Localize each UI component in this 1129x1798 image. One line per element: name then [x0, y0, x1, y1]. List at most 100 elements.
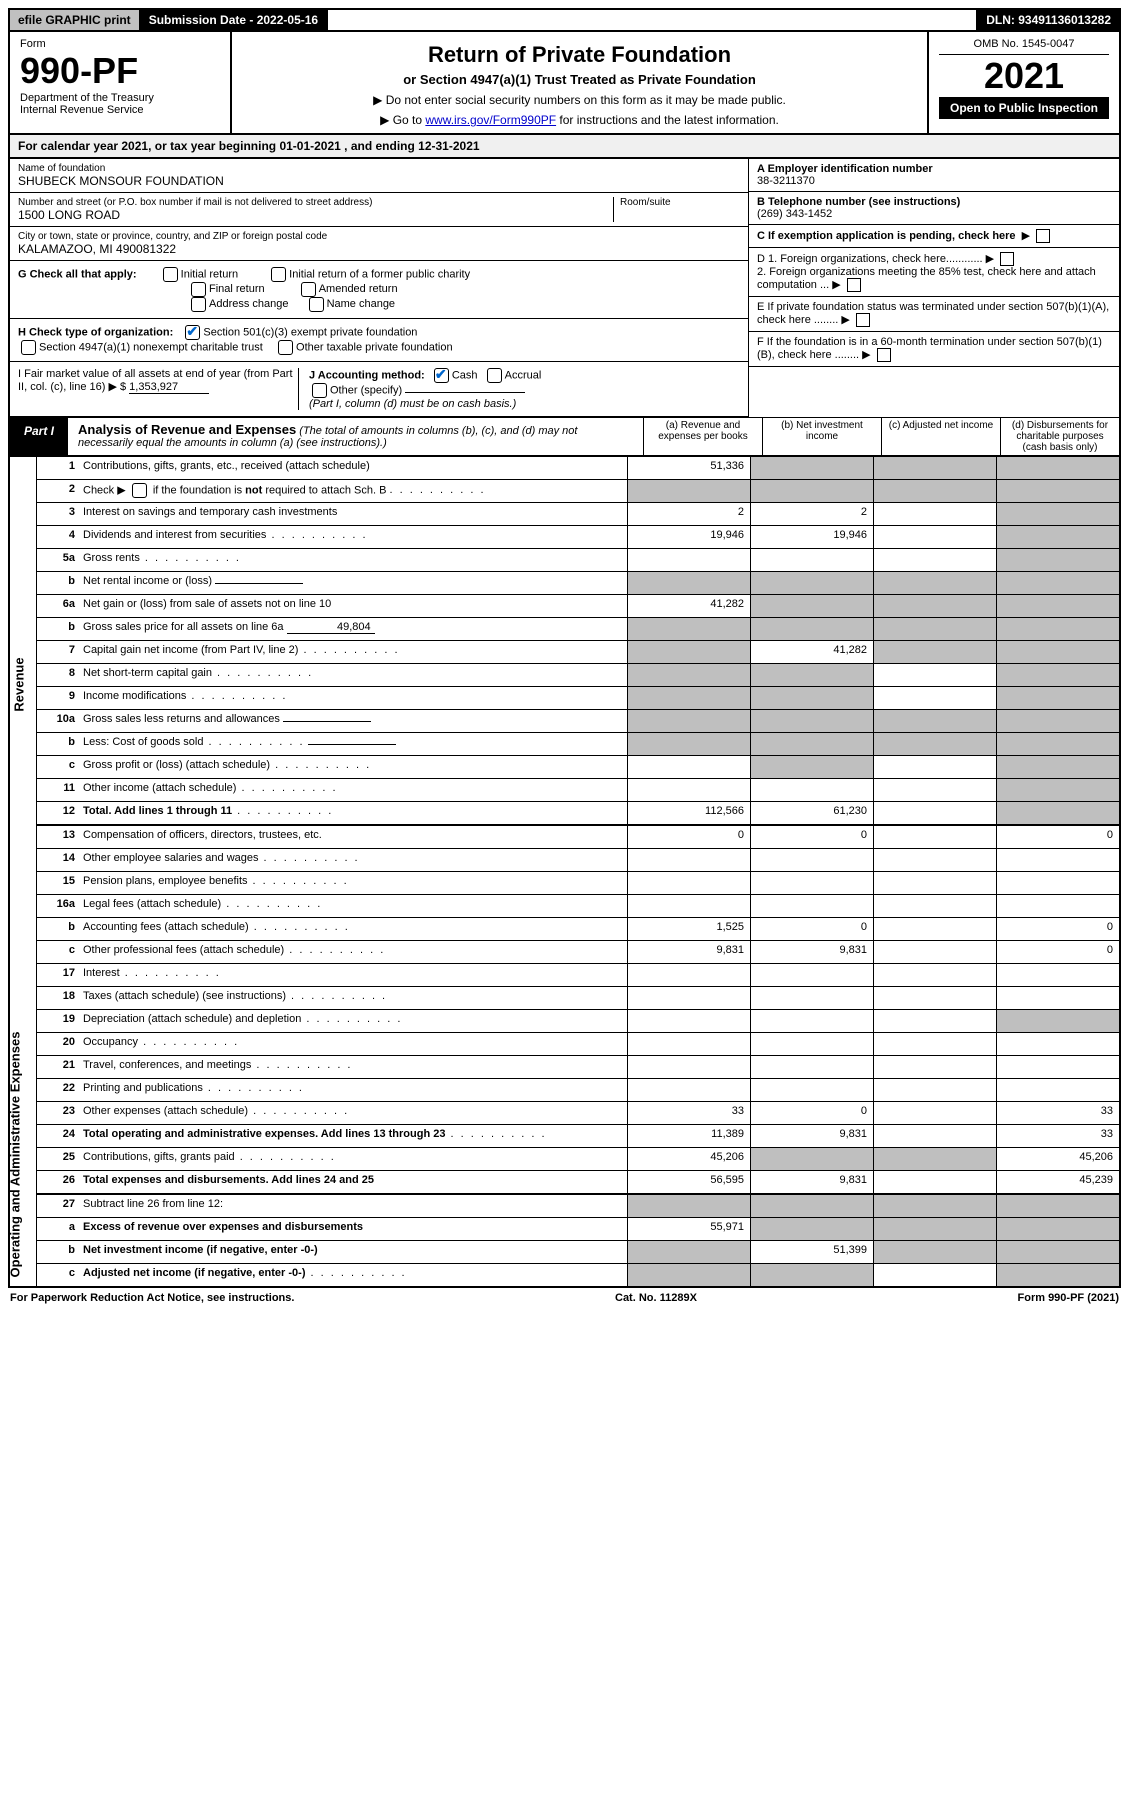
r5b-b: [750, 572, 873, 594]
r26-a: 56,595: [627, 1171, 750, 1193]
g-label: G Check all that apply:: [18, 268, 137, 280]
chk-501c3[interactable]: [185, 325, 200, 340]
r27c-b: [750, 1264, 873, 1286]
r27-c: [873, 1195, 996, 1217]
row-22: 22 Printing and publications: [37, 1079, 1119, 1102]
row-12: 12 Total. Add lines 1 through 11 112,566…: [37, 802, 1119, 826]
chk-cash[interactable]: [434, 368, 449, 383]
r10c-a: [627, 756, 750, 778]
row-26: 26 Total expenses and disbursements. Add…: [37, 1171, 1119, 1195]
r1-c: [873, 457, 996, 479]
chk-other-method[interactable]: [312, 383, 327, 398]
b-phone-value: (269) 343-1452: [757, 208, 832, 220]
row-27b: b Net investment income (if negative, en…: [37, 1241, 1119, 1264]
row-10a: 10a Gross sales less returns and allowan…: [37, 710, 1119, 733]
r10c-b: [750, 756, 873, 778]
chk-amended[interactable]: [301, 282, 316, 297]
r11-c: [873, 779, 996, 801]
r27a-b: [750, 1218, 873, 1240]
row-23: 23 Other expenses (attach schedule) 33 0…: [37, 1102, 1119, 1125]
r15-d: [996, 872, 1119, 894]
r27-b: [750, 1195, 873, 1217]
r5a-c: [873, 549, 996, 571]
r3-c: [873, 503, 996, 525]
r25-a: 45,206: [627, 1148, 750, 1170]
r24-a: 11,389: [627, 1125, 750, 1147]
r13-d: 0: [996, 826, 1119, 848]
r1-desc: Contributions, gifts, grants, etc., rece…: [79, 457, 627, 479]
r17-num: 17: [37, 964, 79, 986]
r13-c: [873, 826, 996, 848]
section-h: H Check type of organization: Section 50…: [10, 319, 748, 362]
r12-c: [873, 802, 996, 824]
r27-d: [996, 1195, 1119, 1217]
r12-desc: Total. Add lines 1 through 11: [79, 802, 627, 824]
opt-address: Address change: [209, 298, 289, 310]
row-24: 24 Total operating and administrative ex…: [37, 1125, 1119, 1148]
chk-schb[interactable]: [132, 483, 147, 498]
r23-b: 0: [750, 1102, 873, 1124]
chk-d1[interactable]: [1000, 252, 1014, 266]
efile-label[interactable]: efile GRAPHIC print: [10, 10, 141, 30]
r9-desc: Income modifications: [79, 687, 627, 709]
note2-post: for instructions and the latest informat…: [556, 113, 779, 127]
irs-link[interactable]: www.irs.gov/Form990PF: [425, 113, 556, 127]
r8-b: [750, 664, 873, 686]
r24-c: [873, 1125, 996, 1147]
r18-d: [996, 987, 1119, 1009]
r21-b: [750, 1056, 873, 1078]
chk-address[interactable]: [191, 297, 206, 312]
chk-c[interactable]: [1036, 229, 1050, 243]
r22-desc: Printing and publications: [79, 1079, 627, 1101]
rot-op-label: Operating and Administrative Expenses: [7, 1032, 22, 1278]
form-subtitle: or Section 4947(a)(1) Trust Treated as P…: [242, 72, 917, 87]
chk-initial[interactable]: [163, 267, 178, 282]
row-16b: b Accounting fees (attach schedule) 1,52…: [37, 918, 1119, 941]
opt-initial: Initial return: [181, 268, 238, 280]
chk-final[interactable]: [191, 282, 206, 297]
r18-num: 18: [37, 987, 79, 1009]
d1-label: D 1. Foreign organizations, check here..…: [757, 253, 983, 265]
chk-accrual[interactable]: [487, 368, 502, 383]
row-6b: b Gross sales price for all assets on li…: [37, 618, 1119, 641]
row-21: 21 Travel, conferences, and meetings: [37, 1056, 1119, 1079]
chk-initial-former[interactable]: [271, 267, 286, 282]
city-label: City or town, state or province, country…: [18, 231, 740, 242]
r1-d: [996, 457, 1119, 479]
cash-basis-note: (Part I, column (d) must be on cash basi…: [309, 398, 516, 410]
r13-num: 13: [37, 826, 79, 848]
r5a-b: [750, 549, 873, 571]
r6a-desc: Net gain or (loss) from sale of assets n…: [79, 595, 627, 617]
row-11: 11 Other income (attach schedule): [37, 779, 1119, 802]
r4-c: [873, 526, 996, 548]
form-title: Return of Private Foundation: [242, 42, 917, 68]
chk-e[interactable]: [856, 313, 870, 327]
chk-f[interactable]: [877, 348, 891, 362]
r27-desc: Subtract line 26 from line 12:: [79, 1195, 627, 1217]
r5b-num: b: [37, 572, 79, 594]
r9-c: [873, 687, 996, 709]
chk-name[interactable]: [309, 297, 324, 312]
r9-b: [750, 687, 873, 709]
form-word: Form: [20, 38, 220, 50]
r1-b: [750, 457, 873, 479]
chk-d2[interactable]: [847, 278, 861, 292]
chk-4947[interactable]: [21, 340, 36, 355]
r6a-a: 41,282: [627, 595, 750, 617]
header-bar: efile GRAPHIC print Submission Date - 20…: [8, 8, 1121, 32]
r19-a: [627, 1010, 750, 1032]
row-13: 13 Compensation of officers, directors, …: [37, 826, 1119, 849]
row-10c: c Gross profit or (loss) (attach schedul…: [37, 756, 1119, 779]
col-d-hdr: (d) Disbursements for charitable purpose…: [1000, 418, 1119, 455]
col-c-hdr: (c) Adjusted net income: [881, 418, 1000, 455]
r19-c: [873, 1010, 996, 1032]
r25-desc: Contributions, gifts, grants paid: [79, 1148, 627, 1170]
r6a-num: 6a: [37, 595, 79, 617]
r17-desc: Interest: [79, 964, 627, 986]
section-i-j: I Fair market value of all assets at end…: [10, 362, 748, 417]
row-9: 9 Income modifications: [37, 687, 1119, 710]
r24-desc: Total operating and administrative expen…: [79, 1125, 627, 1147]
chk-other-tax[interactable]: [278, 340, 293, 355]
r12-num: 12: [37, 802, 79, 824]
r11-desc: Other income (attach schedule): [79, 779, 627, 801]
